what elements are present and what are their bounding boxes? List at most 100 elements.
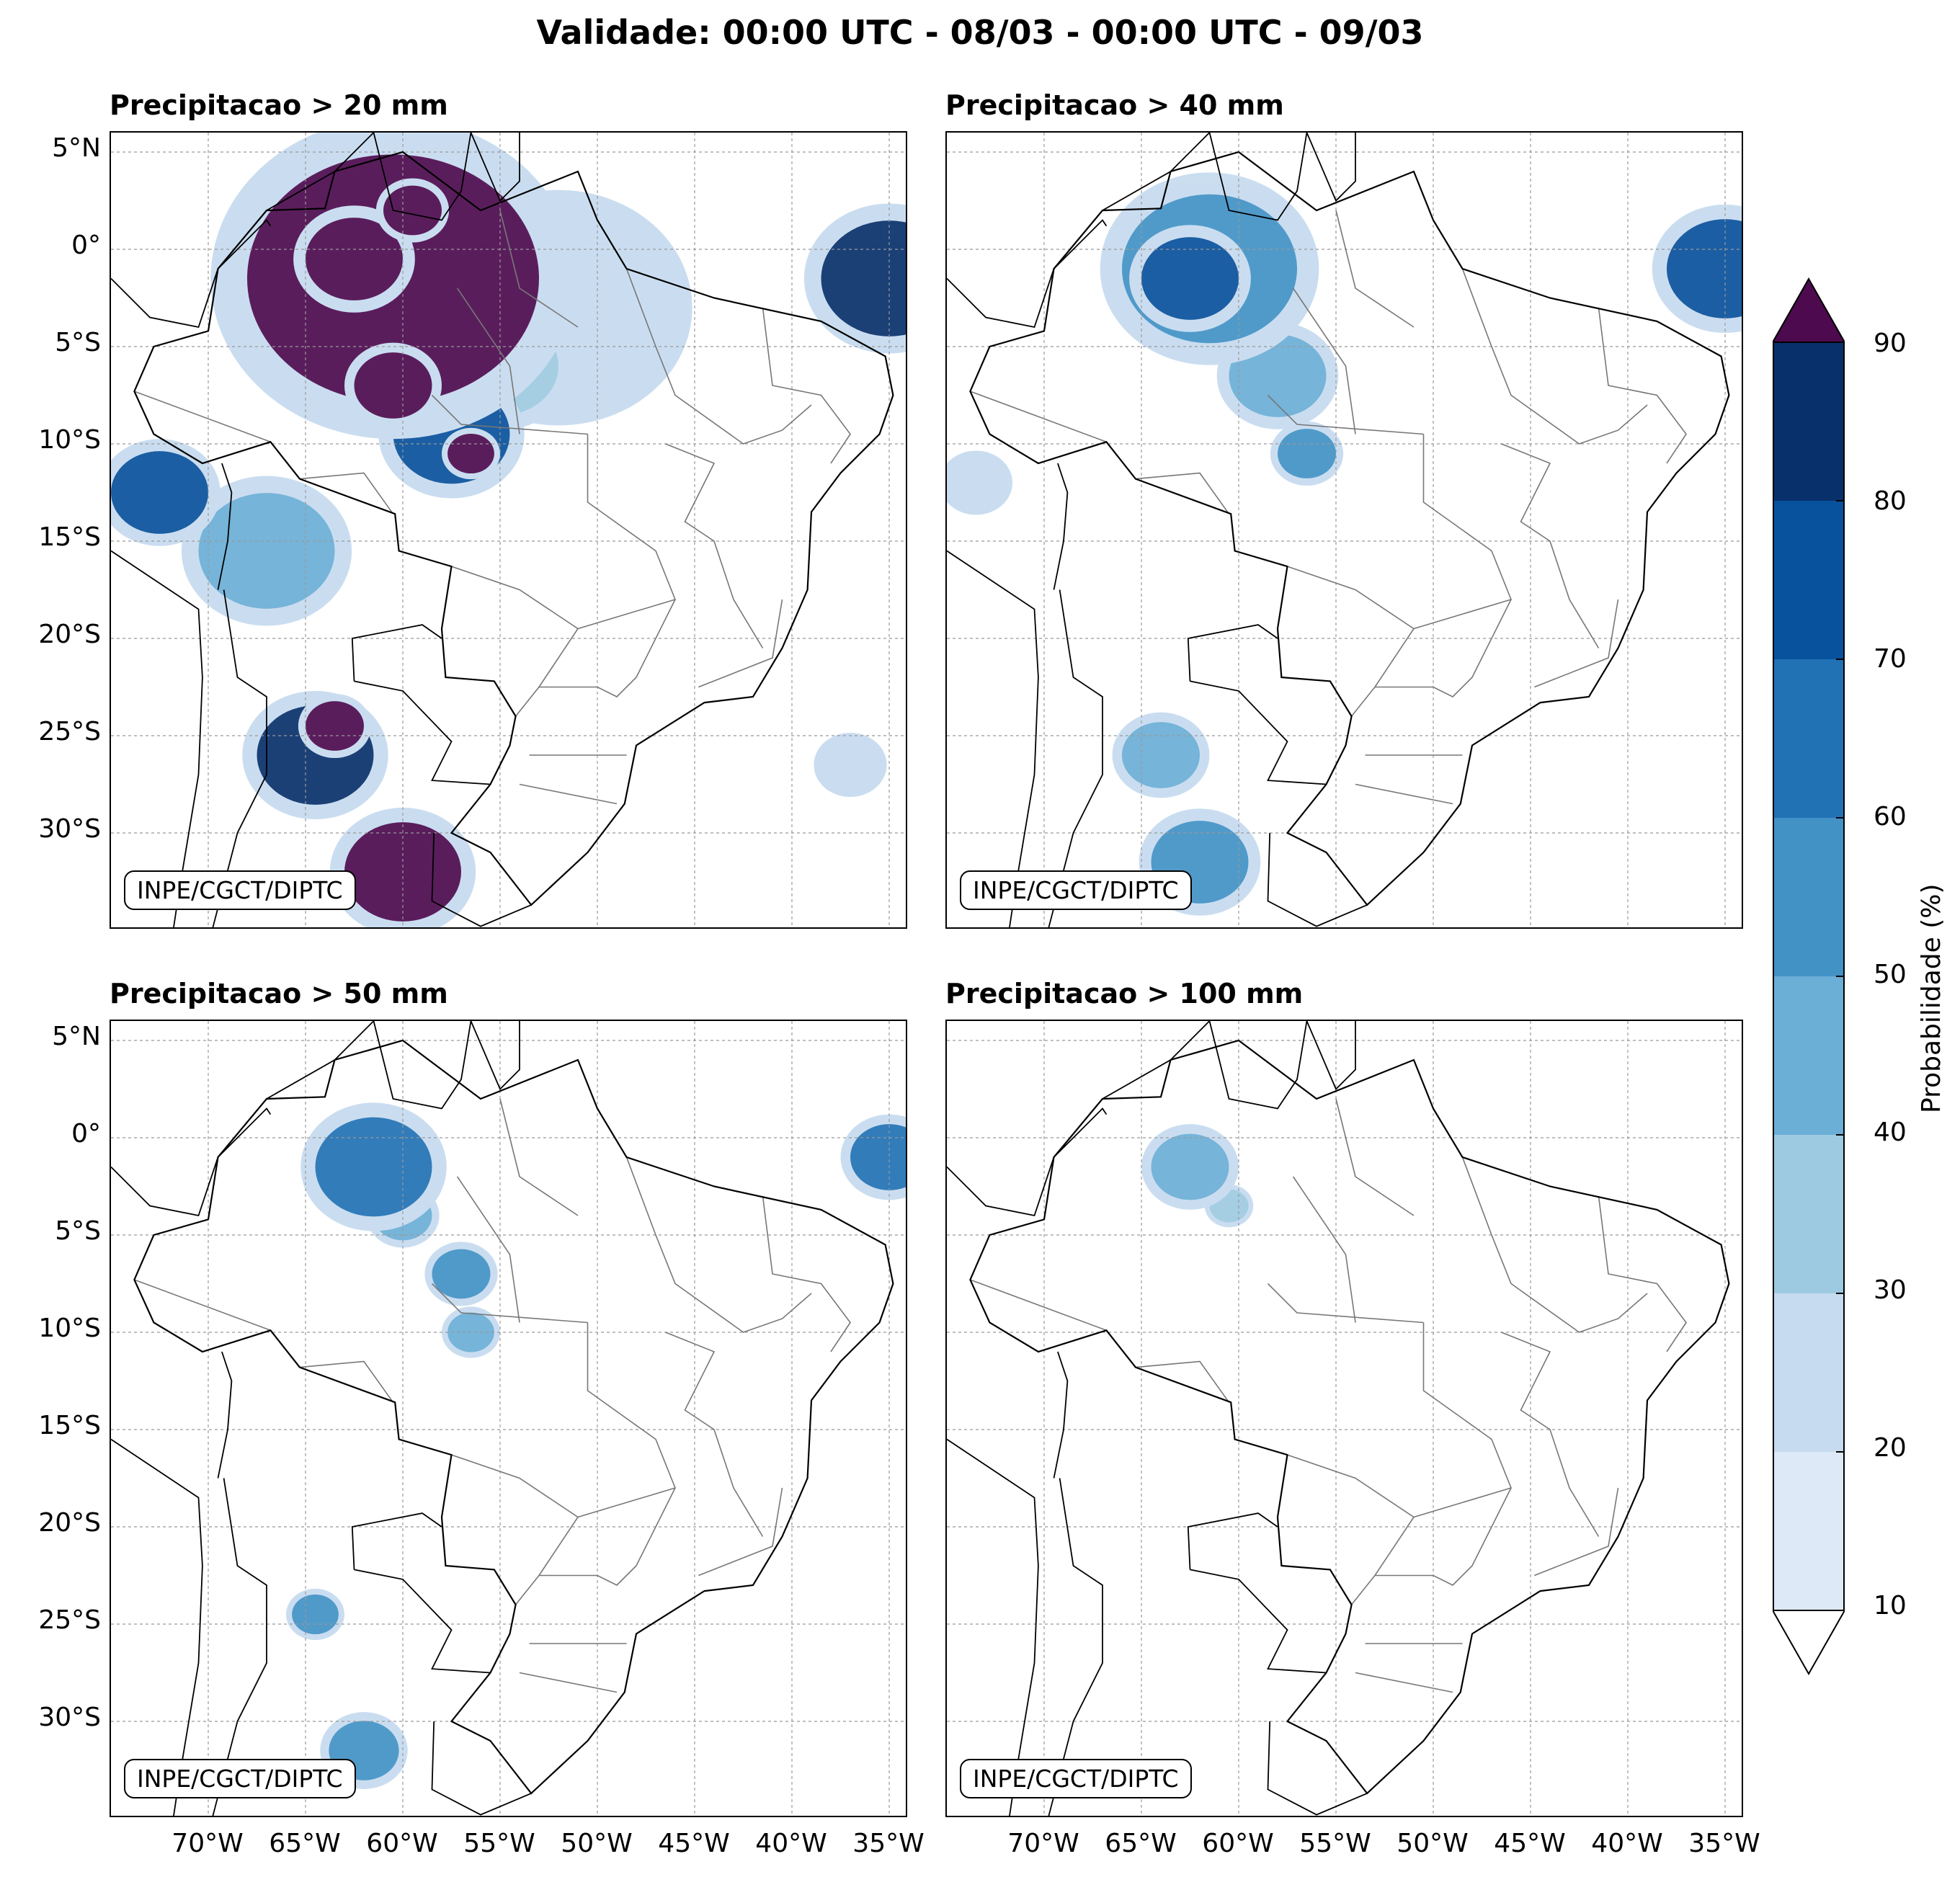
- colorbar-segment: [1773, 1452, 1845, 1610]
- state-border: [1135, 1360, 1230, 1403]
- credit-label: INPE/CGCT/DIPTC: [960, 1759, 1192, 1798]
- state-border: [1350, 628, 1415, 717]
- lon-label: 65°W: [1105, 1829, 1177, 1858]
- state-border: [1267, 394, 1424, 435]
- lat-label: 25°S: [38, 1605, 101, 1635]
- country-border: [1306, 133, 1356, 202]
- colorbar-tick: 30: [1874, 1275, 1907, 1305]
- lat-label: 30°S: [38, 814, 101, 844]
- lon-label: 55°W: [1299, 1829, 1371, 1858]
- state-border: [665, 443, 764, 648]
- map-panel-100mm: [945, 1020, 1743, 1817]
- country-border: [351, 1512, 442, 1570]
- state-border: [1501, 1332, 1600, 1537]
- country-border: [470, 1021, 520, 1091]
- state-border: [1335, 1098, 1415, 1216]
- lat-label: 10°S: [38, 1314, 101, 1343]
- country-border: [373, 133, 472, 221]
- colorbar: [1773, 277, 1845, 1675]
- gridlines: [111, 133, 906, 927]
- state-border: [1292, 287, 1356, 434]
- state-border: [134, 1279, 271, 1332]
- precip-blob: [1141, 237, 1239, 320]
- lon-label: 55°W: [463, 1829, 535, 1858]
- country-border: [217, 463, 233, 590]
- state-borders: [134, 210, 851, 805]
- colorbar-tick: 10: [1874, 1591, 1907, 1620]
- lon-label: 50°W: [1396, 1829, 1469, 1858]
- precip-blob: [447, 433, 494, 474]
- colorbar-segment: [1773, 976, 1845, 1135]
- colorbar-tick: 20: [1874, 1433, 1907, 1463]
- precip-blob: [306, 218, 403, 300]
- state-borders: [134, 1098, 851, 1693]
- country-border: [1048, 589, 1103, 927]
- colorbar-tick: 50: [1874, 960, 1907, 989]
- country-borders: [111, 133, 894, 927]
- map-panel-50mm: [110, 1020, 907, 1817]
- state-border: [1501, 443, 1600, 648]
- brazil-outline: [133, 151, 894, 906]
- lon-label: 60°W: [1202, 1829, 1274, 1858]
- state-border: [1292, 1176, 1356, 1323]
- state-border: [762, 307, 851, 464]
- lon-label: 35°W: [1688, 1829, 1760, 1858]
- state-border: [499, 210, 579, 328]
- lon-label: 40°W: [1591, 1829, 1663, 1858]
- brazil-outline: [969, 151, 1730, 906]
- brazil-outline: [969, 1039, 1730, 1795]
- country-border: [1190, 1569, 1327, 1674]
- country-border: [217, 1351, 233, 1479]
- country-border: [111, 1107, 272, 1217]
- country-borders: [947, 1021, 1730, 1816]
- colorbar-segment: [1773, 1135, 1845, 1293]
- state-border: [970, 1279, 1107, 1332]
- lat-label: 15°S: [38, 522, 101, 552]
- country-borders: [947, 133, 1730, 927]
- lon-label: 45°W: [658, 1829, 730, 1858]
- colorbar-segment: [1773, 659, 1845, 818]
- precip-blob: [1122, 722, 1200, 788]
- country-border: [1267, 832, 1368, 927]
- lat-label: 5°N: [52, 133, 101, 163]
- precip-blob: [850, 1124, 906, 1190]
- brazil-outline: [133, 1039, 894, 1795]
- precip-blob: [383, 185, 442, 236]
- state-border: [1287, 1322, 1513, 1518]
- state-border: [1267, 1283, 1424, 1324]
- precip-blob: [292, 1594, 339, 1635]
- state-border: [514, 1517, 579, 1605]
- country-border: [470, 133, 520, 202]
- country-border: [1190, 680, 1327, 785]
- panel-title-50mm: Precipitacao > 50 mm: [110, 978, 448, 1009]
- colorbar-tick: 80: [1874, 486, 1907, 516]
- country-border: [1187, 624, 1278, 682]
- state-border: [299, 1360, 394, 1403]
- state-border: [1375, 1487, 1512, 1586]
- precip-blob: [1667, 219, 1742, 318]
- map-canvas: [947, 133, 1742, 927]
- gridlines: [947, 133, 1742, 927]
- state-border: [1534, 599, 1619, 688]
- colorbar-segment: [1773, 501, 1845, 659]
- precip-blob: [354, 352, 432, 419]
- country-border: [212, 589, 267, 927]
- colorbar-tick: 40: [1874, 1118, 1907, 1147]
- lon-label: 60°W: [366, 1829, 438, 1858]
- precip-blob: [432, 1249, 491, 1299]
- lat-label: 5°N: [52, 1022, 101, 1051]
- state-border: [519, 1672, 618, 1693]
- map-panel-40mm: [945, 131, 1743, 929]
- state-border: [299, 472, 394, 514]
- country-border: [111, 219, 272, 329]
- state-borders: [970, 210, 1687, 805]
- state-border: [1534, 1487, 1619, 1577]
- precip-field: [1141, 1124, 1254, 1228]
- precip-blob: [111, 451, 208, 534]
- state-border: [1375, 599, 1512, 697]
- country-border: [947, 1107, 1108, 1217]
- country-border: [1048, 1478, 1103, 1816]
- map-canvas: [111, 133, 906, 927]
- precip-blob: [306, 701, 364, 751]
